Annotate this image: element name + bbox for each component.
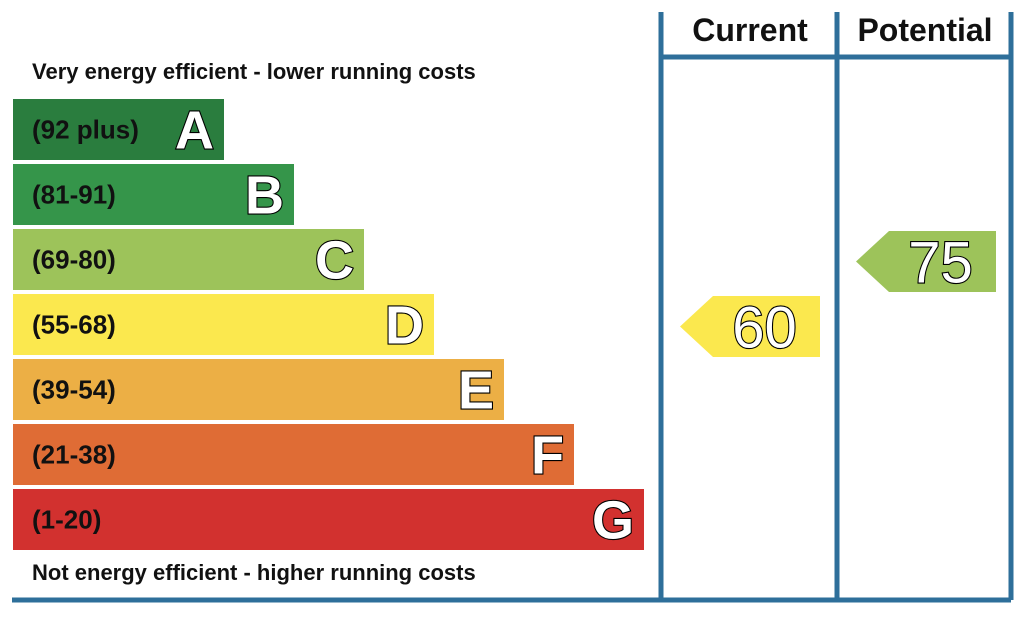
band-f-range: (21-38) xyxy=(32,440,116,470)
rating-arrow-potential xyxy=(856,231,996,292)
band-e-bar xyxy=(13,359,504,420)
band-d-bar xyxy=(13,294,434,355)
band-f-letter: F xyxy=(531,426,564,486)
column-heading-potential: Potential xyxy=(857,12,992,48)
band-b-range: (81-91) xyxy=(32,180,116,210)
top-caption: Very energy efficient - lower running co… xyxy=(32,59,476,84)
band-g-bar xyxy=(13,489,644,550)
band-e-range: (39-54) xyxy=(32,375,116,405)
band-d-range: (55-68) xyxy=(32,310,116,340)
band-g-range: (1-20) xyxy=(32,505,101,535)
bottom-caption: Not energy efficient - higher running co… xyxy=(32,560,476,585)
band-d-letter: D xyxy=(385,296,424,356)
band-b-bar xyxy=(13,164,294,225)
band-a-letter: A xyxy=(175,101,214,161)
chart-frame xyxy=(12,12,1014,603)
band-e-letter: E xyxy=(458,361,494,421)
rating-value-current: 60 xyxy=(732,296,797,361)
band-a-bar xyxy=(13,99,224,160)
rating-arrows: 60 75 xyxy=(680,229,996,362)
rating-value-potential: 75 xyxy=(908,231,973,296)
band-a-range: (92 plus) xyxy=(32,115,139,145)
band-f-bar xyxy=(13,424,574,485)
band-c-letter: C xyxy=(315,231,354,291)
band-c-range: (69-80) xyxy=(32,245,116,275)
rating-bands: (92 plus) A (81-91) B (69-80) C (55-68) D (39-54… xyxy=(13,99,644,552)
rating-arrow-current xyxy=(680,296,820,357)
band-g-letter: G xyxy=(592,491,634,551)
band-c-bar xyxy=(13,229,364,290)
column-heading-current: Current xyxy=(692,12,808,48)
band-b-letter: B xyxy=(245,166,284,226)
